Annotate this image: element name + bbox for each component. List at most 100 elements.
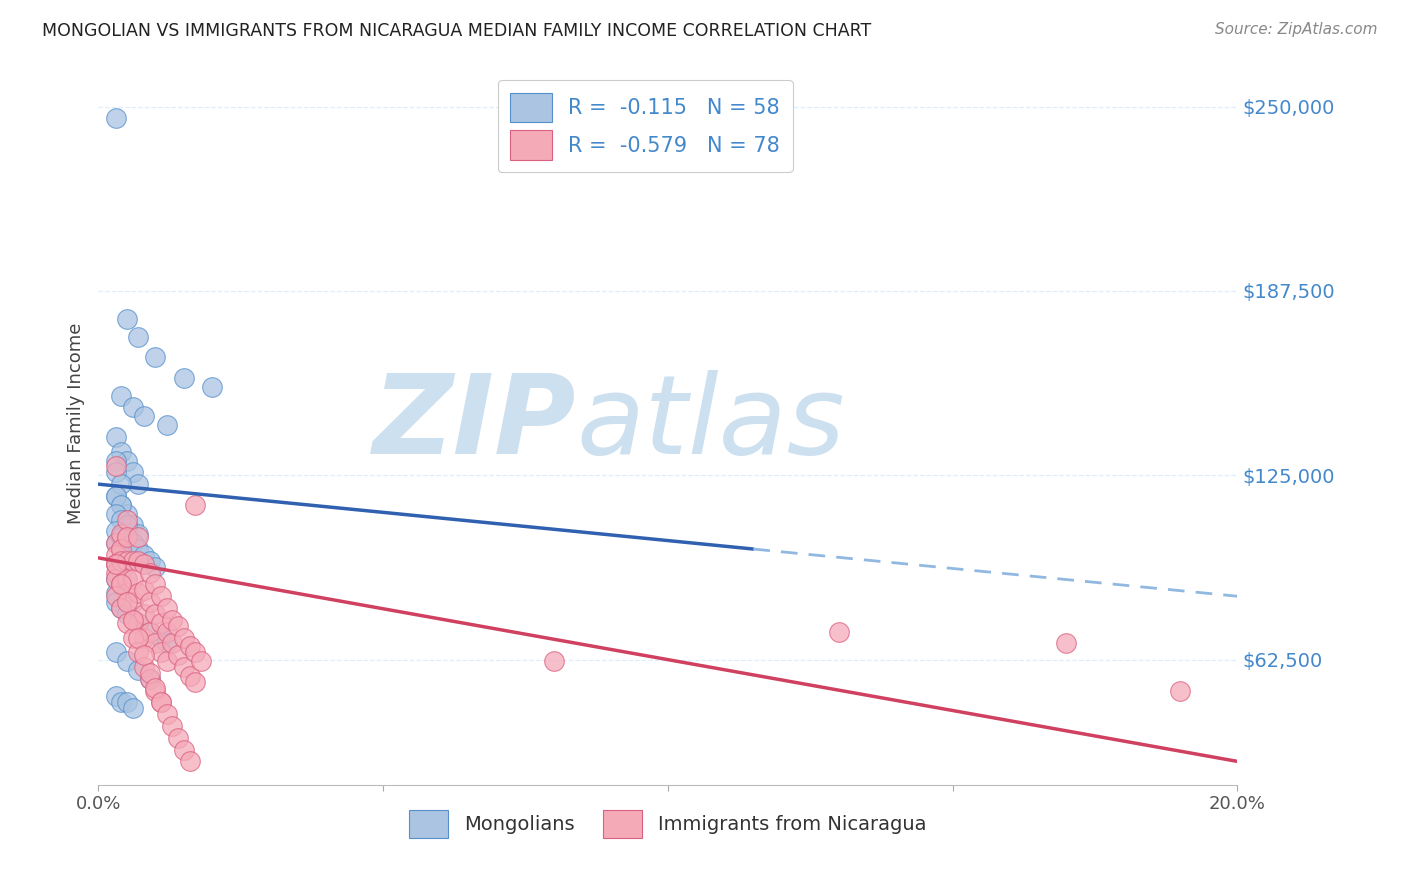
Point: [115, 586, 138, 600]
Point: [104, 586, 127, 600]
Point: [104, 507, 127, 521]
Point: [127, 530, 149, 544]
Point: [127, 527, 149, 541]
Point: [150, 615, 173, 630]
Point: [127, 615, 149, 630]
Point: [110, 512, 132, 526]
Point: [121, 401, 143, 415]
Point: [138, 624, 160, 639]
Point: [138, 672, 160, 686]
Point: [150, 631, 173, 645]
Point: [121, 554, 143, 568]
Point: [173, 660, 195, 674]
Point: [127, 477, 149, 491]
Point: [173, 742, 195, 756]
Point: [173, 371, 195, 385]
Point: [110, 577, 132, 591]
Point: [110, 527, 132, 541]
Point: [104, 557, 127, 571]
Point: [543, 654, 565, 668]
Point: [127, 645, 149, 659]
Point: [132, 660, 155, 674]
Point: [179, 640, 201, 654]
Point: [115, 615, 138, 630]
Point: [110, 389, 132, 403]
Point: [156, 654, 179, 668]
Point: [110, 444, 132, 458]
Text: MONGOLIAN VS IMMIGRANTS FROM NICARAGUA MEDIAN FAMILY INCOME CORRELATION CHART: MONGOLIAN VS IMMIGRANTS FROM NICARAGUA M…: [42, 22, 872, 40]
Point: [104, 557, 127, 571]
Point: [190, 654, 212, 668]
Point: [138, 665, 160, 680]
Point: [104, 572, 127, 586]
Point: [104, 589, 127, 603]
Point: [145, 577, 167, 591]
Point: [121, 631, 143, 645]
Point: [115, 518, 138, 533]
Point: [132, 607, 155, 621]
Point: [104, 548, 127, 562]
Point: [138, 595, 160, 609]
Point: [121, 613, 143, 627]
Point: [127, 615, 149, 630]
Point: [110, 695, 132, 709]
Point: [132, 557, 155, 571]
Point: [132, 548, 155, 562]
Point: [179, 755, 201, 769]
Point: [167, 618, 190, 632]
Point: [132, 648, 155, 663]
Point: [110, 542, 132, 557]
Point: [121, 536, 143, 550]
Point: [162, 613, 184, 627]
Point: [115, 530, 138, 544]
Point: [115, 507, 138, 521]
Point: [104, 595, 127, 609]
Point: [104, 572, 127, 586]
Point: [127, 542, 149, 557]
Point: [110, 577, 132, 591]
Point: [201, 380, 224, 394]
Point: [121, 595, 143, 609]
Point: [110, 542, 132, 557]
Point: [828, 624, 851, 639]
Point: [104, 466, 127, 480]
Point: [110, 498, 132, 512]
Point: [132, 631, 155, 645]
Point: [127, 663, 149, 677]
Point: [138, 554, 160, 568]
Point: [145, 351, 167, 365]
Text: ZIP: ZIP: [373, 370, 576, 477]
Point: [115, 550, 138, 565]
Point: [145, 607, 167, 621]
Point: [127, 554, 149, 568]
Point: [104, 566, 127, 580]
Legend: Mongolians, Immigrants from Nicaragua: Mongolians, Immigrants from Nicaragua: [399, 800, 936, 847]
Point: [115, 572, 138, 586]
Point: [104, 489, 127, 503]
Point: [110, 601, 132, 615]
Point: [138, 672, 160, 686]
Point: [167, 648, 190, 663]
Text: Source: ZipAtlas.com: Source: ZipAtlas.com: [1215, 22, 1378, 37]
Point: [104, 690, 127, 704]
Point: [104, 430, 127, 444]
Point: [150, 695, 173, 709]
Point: [184, 498, 207, 512]
Point: [121, 572, 143, 586]
Point: [104, 536, 127, 550]
Point: [110, 530, 132, 544]
Point: [110, 477, 132, 491]
Point: [110, 498, 132, 512]
Point: [110, 577, 132, 591]
Point: [145, 559, 167, 574]
Point: [110, 554, 132, 568]
Point: [150, 645, 173, 659]
Point: [121, 613, 143, 627]
Point: [127, 586, 149, 600]
Point: [156, 601, 179, 615]
Point: [150, 695, 173, 709]
Point: [104, 459, 127, 474]
Point: [145, 683, 167, 698]
Point: [132, 409, 155, 424]
Point: [115, 512, 138, 526]
